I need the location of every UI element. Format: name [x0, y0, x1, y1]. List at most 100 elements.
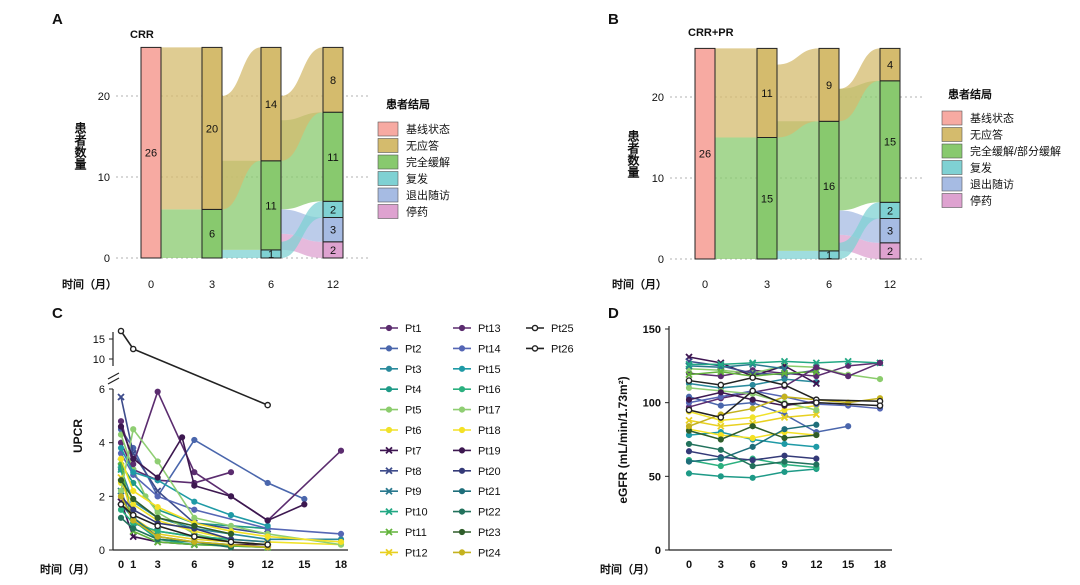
x-tick-label: 1	[130, 559, 136, 571]
point-marker	[717, 455, 724, 462]
point-marker	[154, 528, 161, 535]
point-marker	[717, 446, 724, 453]
point-marker	[385, 365, 393, 372]
point-marker	[130, 525, 137, 532]
point-marker	[685, 371, 693, 379]
sankey-chart-crr: CRR 患者数量 时间（月） 患者结局 26620111142321180102…	[62, 29, 450, 291]
legend-item: Pt18	[453, 425, 501, 437]
x-tick-label: 18	[874, 559, 886, 571]
point-marker	[749, 462, 756, 470]
legend-label: Pt15	[478, 364, 501, 376]
point-marker	[749, 414, 756, 421]
point-marker	[781, 458, 788, 465]
point-marker	[117, 327, 125, 335]
sankey-flow	[839, 202, 880, 259]
point-marker	[191, 514, 198, 521]
point-marker	[458, 488, 466, 495]
point-marker	[685, 384, 693, 392]
point-marker	[227, 493, 235, 500]
point-marker	[749, 374, 756, 381]
point-marker	[531, 345, 539, 352]
point-marker	[749, 396, 756, 403]
point-marker	[227, 469, 235, 476]
point-marker	[717, 402, 724, 409]
x-tick-label: 3	[718, 559, 724, 571]
point-marker	[531, 324, 539, 332]
x-tick-label: 0	[148, 279, 154, 291]
point-marker	[117, 487, 125, 495]
point-marker	[812, 379, 820, 388]
point-marker	[685, 360, 693, 368]
point-marker	[685, 406, 693, 414]
legend-label: Pt4	[405, 384, 422, 396]
y-tick-label: 150	[643, 324, 661, 336]
chart-c-ylabel: UPCR	[71, 419, 85, 453]
point-marker	[385, 446, 393, 455]
point-marker	[749, 359, 757, 367]
chart-b-xlabel: 时间（月）	[612, 277, 667, 291]
legend-label: Pt8	[405, 466, 422, 478]
node-label: 3	[887, 226, 893, 238]
chart-d-ylabel: eGFR (mL/min/1.73m²)	[616, 376, 630, 503]
point-marker	[781, 426, 788, 433]
node-label: 2	[887, 246, 893, 258]
point-marker	[227, 530, 235, 538]
legend-label: Pt13	[478, 323, 501, 335]
point-marker	[876, 359, 884, 366]
point-marker	[264, 517, 271, 524]
series-line	[688, 390, 881, 419]
point-marker	[130, 469, 137, 476]
point-marker	[685, 423, 693, 430]
point-marker	[117, 455, 125, 462]
point-marker	[780, 369, 789, 377]
y-tick-label: 20	[98, 91, 110, 103]
legend-item: Pt2	[380, 343, 422, 355]
point-marker	[337, 538, 345, 546]
point-marker	[191, 498, 198, 505]
y-tick-label: 6	[99, 384, 105, 396]
node-label: 2	[330, 204, 336, 216]
node-label: 14	[265, 99, 277, 111]
node-label: 20	[206, 123, 218, 135]
y-tick-label: 15	[93, 334, 105, 346]
legend-label: Pt7	[405, 445, 422, 457]
point-marker	[264, 533, 271, 540]
y-tick-label: 0	[658, 254, 664, 266]
point-marker	[813, 364, 820, 371]
sankey-flow	[222, 249, 261, 258]
point-marker	[337, 530, 345, 538]
node-label: 15	[761, 193, 773, 205]
legend-swatch	[941, 160, 963, 175]
node-label: 11	[327, 152, 338, 164]
point-marker	[749, 381, 756, 389]
point-marker	[264, 522, 271, 529]
point-marker	[876, 375, 884, 383]
x-tick-label: 12	[884, 279, 896, 291]
point-marker	[813, 406, 820, 414]
y-tick-label: 20	[652, 92, 664, 104]
point-marker	[845, 373, 852, 380]
legend-item: Pt16	[453, 384, 501, 396]
point-marker	[129, 511, 137, 519]
legend-item: Pt3	[380, 364, 422, 376]
point-marker	[458, 406, 466, 413]
panel-label-b: B	[608, 11, 619, 28]
point-marker	[264, 401, 271, 409]
point-marker	[385, 507, 393, 516]
chart-b-title: CRR+PR	[688, 27, 734, 39]
legend-label: Pt22	[478, 507, 501, 519]
legend-item: Pt15	[453, 364, 501, 376]
panel-label-a: A	[52, 11, 63, 28]
point-marker	[458, 365, 466, 372]
point-marker	[780, 357, 789, 366]
legend-label: Pt6	[405, 425, 422, 437]
series-pt19	[117, 423, 308, 524]
legend-item: Pt12	[380, 547, 428, 559]
point-marker	[154, 487, 162, 495]
series-pt23	[685, 423, 820, 443]
legend-label: Pt25	[551, 323, 574, 335]
legend-label: Pt17	[478, 405, 501, 417]
x-tick-label: 15	[298, 559, 310, 571]
legend-item: Pt6	[380, 425, 422, 437]
